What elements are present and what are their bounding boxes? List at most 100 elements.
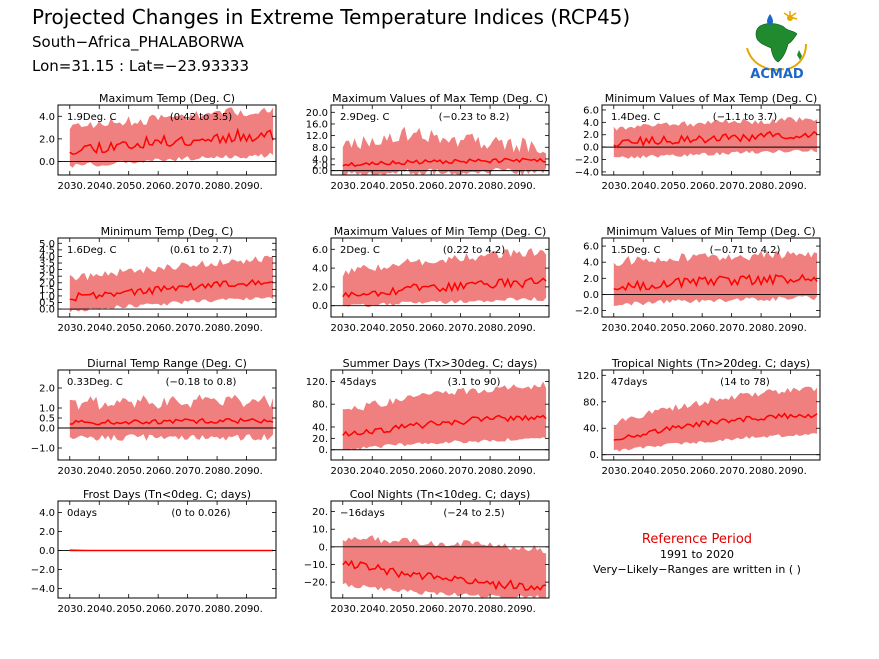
- x-tick-label: 2090.: [507, 466, 536, 477]
- change-value: 1.5Deg. C: [611, 245, 660, 256]
- plot-frame: [601, 104, 821, 176]
- x-tick-label: 2040.: [87, 604, 116, 615]
- x-tick-label: 2080.: [478, 604, 507, 615]
- y-tick-label: 5.0: [39, 239, 55, 250]
- logo-text: ACMAD: [750, 67, 804, 82]
- x-tick-label: 2030.: [57, 466, 86, 477]
- y-tick-label: 6.0: [583, 242, 599, 253]
- y-tick-label: 2.0: [39, 527, 55, 538]
- y-tick-label: 120.: [577, 371, 599, 382]
- x-tick-label: 2080.: [205, 323, 234, 334]
- median-change-line: [69, 127, 274, 155]
- plot-frame: [330, 500, 550, 599]
- y-tick-label: −2.0: [575, 155, 599, 166]
- x-tick-label: 2040.: [360, 604, 389, 615]
- x-tick-label: 2090.: [778, 323, 807, 334]
- x-tick-label: 2070.: [448, 604, 477, 615]
- y-tick-label: 2.0: [39, 384, 55, 395]
- y-tick-label: 4.0: [39, 252, 55, 263]
- y-tick-label: 0.5: [39, 414, 55, 425]
- y-tick-label: 4.0: [39, 508, 55, 519]
- median-change-line: [69, 417, 274, 426]
- x-tick-label: 2050.: [660, 181, 689, 192]
- y-tick-label: 40.: [583, 424, 599, 435]
- chart-panel: 0. 40. 80. 120. 2030. 2040. 2050. 2060. 2070. 208…: [577, 357, 821, 477]
- y-tick-label: 0.0: [312, 301, 328, 312]
- y-tick-label: 2.0: [312, 282, 328, 293]
- x-tick-label: 2030.: [330, 604, 359, 615]
- y-tick-label: −1.0: [31, 444, 55, 455]
- y-tick-label: 2.0: [312, 160, 328, 171]
- very-likely-range: (0.61 to 2.7): [170, 245, 232, 256]
- chart-panel: −20. −10. 0. 10. 20. 2030. 2040. 2050. 2060. 2070…: [304, 488, 550, 615]
- y-tick-label: 0.: [318, 542, 328, 553]
- median-change-line: [613, 412, 818, 441]
- very-likely-range: (3.1 to 90): [448, 377, 501, 388]
- change-value: 1.9Deg. C: [67, 112, 116, 123]
- x-tick-label: 2090.: [507, 604, 536, 615]
- panel-title: Minimum Temp (Deg. C): [101, 225, 234, 238]
- x-tick-label: 2030.: [330, 466, 359, 477]
- y-tick-label: 20.: [312, 507, 328, 518]
- change-value: 1.6Deg. C: [67, 245, 116, 256]
- x-tick-label: 2040.: [631, 466, 660, 477]
- y-tick-label: 4.0: [39, 112, 55, 123]
- likely-range-band: [342, 126, 547, 175]
- y-tick-label: 20.0: [306, 108, 328, 119]
- y-tick-label: −2.0: [31, 565, 55, 576]
- median-change-line: [342, 277, 547, 299]
- y-tick-label: 8.0: [312, 143, 328, 154]
- y-tick-label: 0.: [318, 445, 328, 456]
- change-value: 2Deg. C: [340, 245, 380, 256]
- x-tick-label: 2070.: [719, 181, 748, 192]
- x-tick-label: 2050.: [660, 323, 689, 334]
- chart-panel: −4.0−2.00.0 2.04.0 6.0 2030. 2040. 2050. 2060.…: [575, 92, 821, 192]
- change-value: 1.4Deg. C: [611, 112, 660, 123]
- chart-panel: 0.20.40. 80. 120. 2030. 2040. 2050. 2060. 2070.…: [306, 357, 550, 477]
- x-tick-label: 2050.: [116, 604, 145, 615]
- reference-period-years: 1991 to 2020: [660, 548, 734, 561]
- y-tick-label: 12.0: [306, 131, 328, 142]
- y-tick-label: 16.0: [306, 119, 328, 130]
- y-tick-label: 1.0: [39, 291, 55, 302]
- x-tick-label: 2070.: [175, 604, 204, 615]
- change-value: 0days: [67, 508, 97, 519]
- median-change-line: [342, 414, 547, 437]
- y-tick-label: 2.0: [583, 130, 599, 141]
- x-tick-label: 2030.: [57, 604, 86, 615]
- x-tick-label: 2060.: [419, 466, 448, 477]
- change-value: 0.33Deg. C: [67, 377, 123, 388]
- location-name: South−Africa_PHALABORWA: [32, 33, 245, 52]
- x-tick-label: 2060.: [419, 181, 448, 192]
- chart-panel: −2.0 0.0 2.0 4.0 6.0 2030. 2040. 2050. 2060. 2070…: [575, 225, 821, 334]
- very-likely-range-note: Very−Likely−Ranges are written in ( ): [593, 563, 801, 576]
- very-likely-range: (−24 to 2.5): [443, 508, 504, 519]
- change-value: 2.9Deg. C: [340, 112, 389, 123]
- reference-legend: Reference Period 1991 to 2020 Very−Likel…: [593, 532, 801, 576]
- acmad-logo: ACMAD: [746, 11, 807, 82]
- x-tick-label: 2040.: [87, 181, 116, 192]
- reference-period-label: Reference Period: [642, 532, 752, 547]
- x-tick-label: 2050.: [116, 181, 145, 192]
- chart-panel: 0.0 2.0 4.0 2030. 2040. 2050. 2060. 2070. 2080. 2…: [39, 92, 277, 192]
- x-tick-label: 2070.: [719, 323, 748, 334]
- panel-title: Cool Nights (Tn<10deg. C; days): [350, 488, 531, 501]
- y-tick-label: 3.0: [39, 265, 55, 276]
- y-tick-label: −10.: [304, 560, 328, 571]
- very-likely-range: (−0.23 to 8.2): [439, 112, 510, 123]
- y-tick-label: 4.0: [583, 258, 599, 269]
- y-tick-label: 4.0: [312, 154, 328, 165]
- plot-frame: [330, 104, 550, 176]
- y-tick-label: 1.0: [39, 404, 55, 415]
- chart-panel: −4.0 −2.0 0.0 2.0 4.0 2030. 2040. 2050. 2060. 207…: [31, 488, 277, 615]
- location-coordinates: Lon=31.15 : Lat=−23.93333: [32, 57, 249, 75]
- y-tick-label: −20.: [304, 578, 328, 589]
- median-change-line: [69, 278, 274, 302]
- plot-frame: [601, 237, 821, 318]
- x-tick-label: 2070.: [719, 466, 748, 477]
- x-tick-label: 2090.: [778, 466, 807, 477]
- x-tick-label: 2070.: [175, 323, 204, 334]
- y-tick-label: 4.0: [583, 118, 599, 129]
